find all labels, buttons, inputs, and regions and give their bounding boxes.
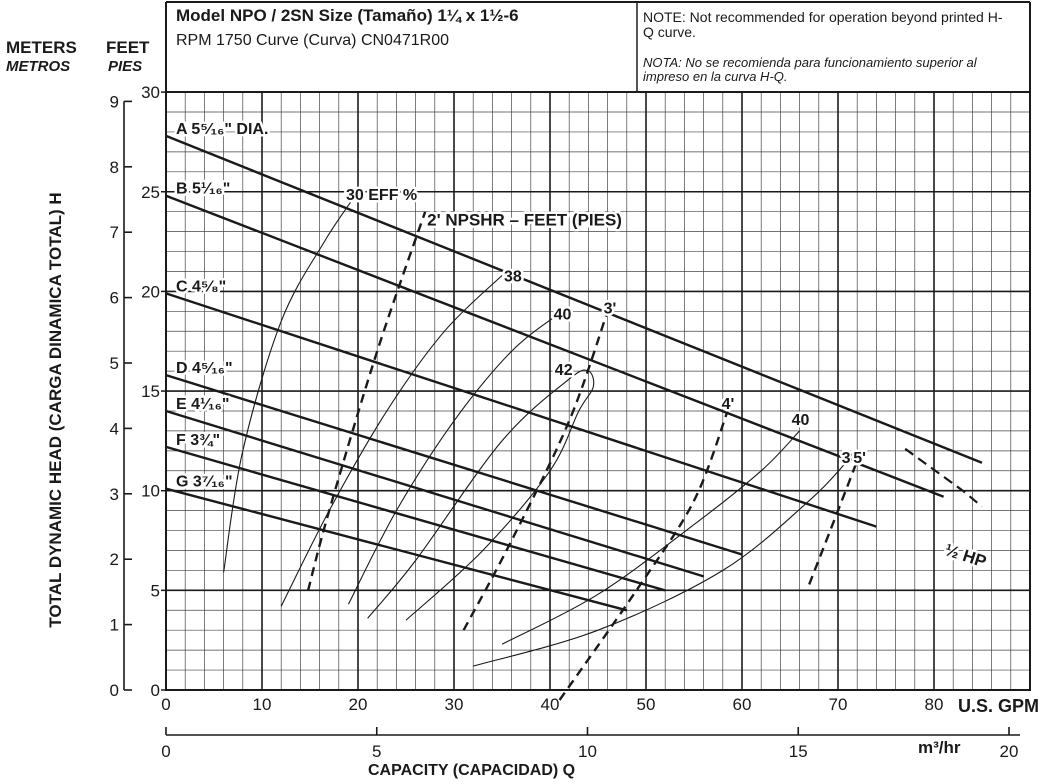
efficiency-label-38-right: 38: [842, 450, 860, 467]
x-tick-label-gpm: 50: [637, 695, 656, 714]
efficiency-curve: [367, 369, 595, 621]
impeller-curve: [165, 194, 945, 498]
y-tick-label-meters: 4: [110, 419, 119, 438]
efficiency-curve: [347, 312, 560, 605]
x-tick-label-gpm: 20: [349, 695, 368, 714]
y-tick-label-meters: 3: [110, 485, 119, 504]
x-tick-label-gpm: 0: [161, 695, 170, 714]
x-tick-label-gpm: 80: [925, 695, 944, 714]
npsh-label-5: 5': [853, 450, 866, 467]
y-tick-label-meters: 5: [110, 354, 119, 373]
note-english: NOTE: Not recommended for operation beyo…: [643, 9, 1003, 40]
left-unit-feet: FEET: [106, 38, 150, 57]
left-unit-metros: METROS: [6, 58, 71, 75]
y-tick-label-meters: 1: [110, 616, 119, 635]
impeller-curve: [165, 409, 704, 578]
major-grid: [165, 91, 1031, 691]
efficiency-label-40-right: 40: [792, 412, 810, 429]
x-tick-label-gpm: 60: [733, 695, 752, 714]
efficiency-curve: [223, 191, 359, 573]
npsh-curve: [808, 460, 859, 585]
horsepower-curve: [904, 447, 983, 508]
x-unit-m3hr: m³/hr: [918, 738, 961, 757]
efficiency-curve: [280, 275, 503, 607]
y-tick-label-feet: 0: [151, 681, 160, 700]
x-tick-label-gpm: 40: [541, 695, 560, 714]
rpm-curve-line: RPM 1750 Curve (Curva) CN0471R00: [176, 32, 449, 49]
x-tick-label-gpm: 70: [829, 695, 848, 714]
npsh-label-4: 4': [722, 396, 735, 413]
impeller-curve: [165, 487, 628, 612]
efficiency-curve: [473, 460, 848, 667]
x-tick-label-m3hr: 0: [161, 742, 170, 761]
left-unit-pies: PIES: [108, 58, 143, 75]
y-tick-label-meters: 9: [110, 92, 119, 111]
impeller-label: B 5¹⁄₁₆": [176, 181, 230, 198]
y-tick-label-feet: 25: [141, 183, 160, 202]
npsh-curve: [462, 310, 609, 631]
model-title: Model NPO / 2SN Size (Tamaño) 1¼ x 1½-6: [176, 6, 519, 25]
efficiency-label-30: 30 EFF %: [346, 187, 417, 204]
x-tick-label-m3hr: 15: [789, 742, 808, 761]
npsh-label-3: 3': [604, 300, 617, 317]
x-axis-title: CAPACITY (CAPACIDAD) Q: [368, 762, 576, 779]
x-tick-label-m3hr: 10: [578, 742, 597, 761]
efficiency-label-40: 40: [554, 306, 572, 323]
efficiency-curve: [501, 430, 800, 645]
y-tick-label-meters: 0: [110, 681, 119, 700]
y-tick-label-meters: 6: [110, 289, 119, 308]
efficiency-label-42: 42: [555, 362, 573, 379]
impeller-curve: [165, 292, 877, 528]
x-tick-label-m3hr: 20: [1000, 742, 1019, 761]
npsh-curve: [306, 211, 427, 591]
y-tick-label-feet: 15: [141, 382, 160, 401]
horsepower-label: ½ HP: [942, 540, 988, 571]
y-tick-label-meters: 7: [110, 223, 119, 242]
npsh-curve: [558, 410, 729, 701]
impeller-label: E 4¹⁄₁₆": [176, 396, 229, 413]
y-tick-label-meters: 8: [110, 158, 119, 177]
x-tick-label-m3hr: 5: [372, 742, 381, 761]
impeller-label: A 5⁵⁄₁₆" DIA.: [176, 121, 268, 138]
y-tick-label-feet: 5: [151, 581, 160, 600]
impeller-label: G 3⁷⁄₁₆": [176, 474, 233, 491]
x-tick-label-gpm: 10: [253, 695, 272, 714]
curves-layer: [165, 134, 983, 701]
impeller-label: C 4⁵⁄₈": [176, 278, 226, 295]
impeller-label: F 3¾": [176, 432, 220, 449]
y-tick-label-feet: 20: [141, 282, 160, 301]
impeller-curve: [165, 373, 743, 556]
npsh-label-2: 2' NPSHR – FEET (PIES): [427, 211, 622, 230]
y-tick-label-feet: 30: [141, 83, 160, 102]
x-unit-gpm: U.S. GPM: [958, 696, 1040, 716]
ticks-layer: 0 5 10 15 20 25 30 0 1 2 3 4 5 6 7 8 9 0 10 20 30 40 50 60 70 80 0…: [110, 83, 1020, 761]
labels-layer: A 5⁵⁄₁₆" DIA. B 5¹⁄₁₆" C 4⁵⁄₈" D 4⁵⁄₁₆" E 4¹…: [174, 118, 992, 573]
y-tick-label-feet: 10: [141, 482, 160, 501]
y-tick-label-meters: 2: [110, 550, 119, 569]
y-axis-title: TOTAL DYNAMIC HEAD (CARGA DINAMICA TOTAL…: [46, 192, 65, 628]
x-tick-label-gpm: 30: [445, 695, 464, 714]
impeller-label: D 4⁵⁄₁₆": [176, 360, 233, 377]
efficiency-label-38: 38: [504, 268, 522, 285]
note-spanish: NOTA: No se recomienda para funcionamien…: [643, 55, 977, 84]
left-unit-meters: METERS: [6, 38, 77, 57]
impeller-curve: [165, 134, 983, 464]
impeller-curve: [165, 445, 666, 592]
